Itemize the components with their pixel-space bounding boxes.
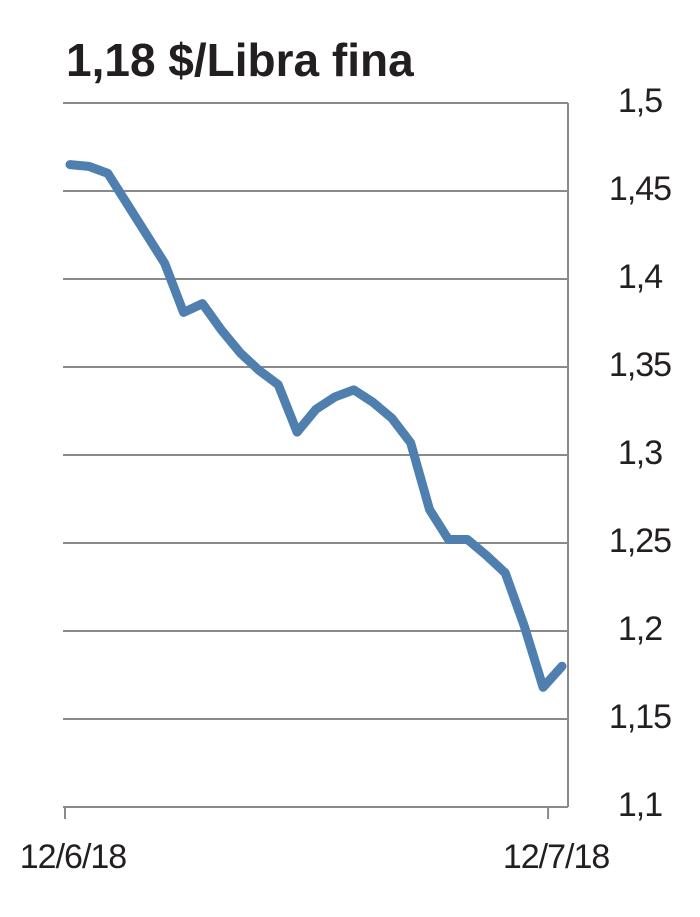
y-tick-label: 1,5 bbox=[618, 82, 662, 120]
x-tick-label: 12/6/18 bbox=[20, 838, 127, 876]
y-tick-label: 1,4 bbox=[618, 258, 662, 296]
y-tick-label: 1,15 bbox=[609, 698, 671, 736]
line-series bbox=[65, 160, 567, 692]
y-tick-label: 1,35 bbox=[609, 346, 671, 384]
chart-title: 1,18 $/Libra fina bbox=[66, 34, 414, 86]
y-tick-label: 1,3 bbox=[618, 434, 662, 472]
y-tick-label: 1,25 bbox=[609, 522, 671, 560]
x-tick-label: 12/7/18 bbox=[503, 838, 610, 876]
y-tick-label: 1,2 bbox=[618, 610, 662, 648]
y-tick-label: 1,45 bbox=[609, 170, 671, 208]
y-tick-label: 1,1 bbox=[618, 786, 662, 824]
